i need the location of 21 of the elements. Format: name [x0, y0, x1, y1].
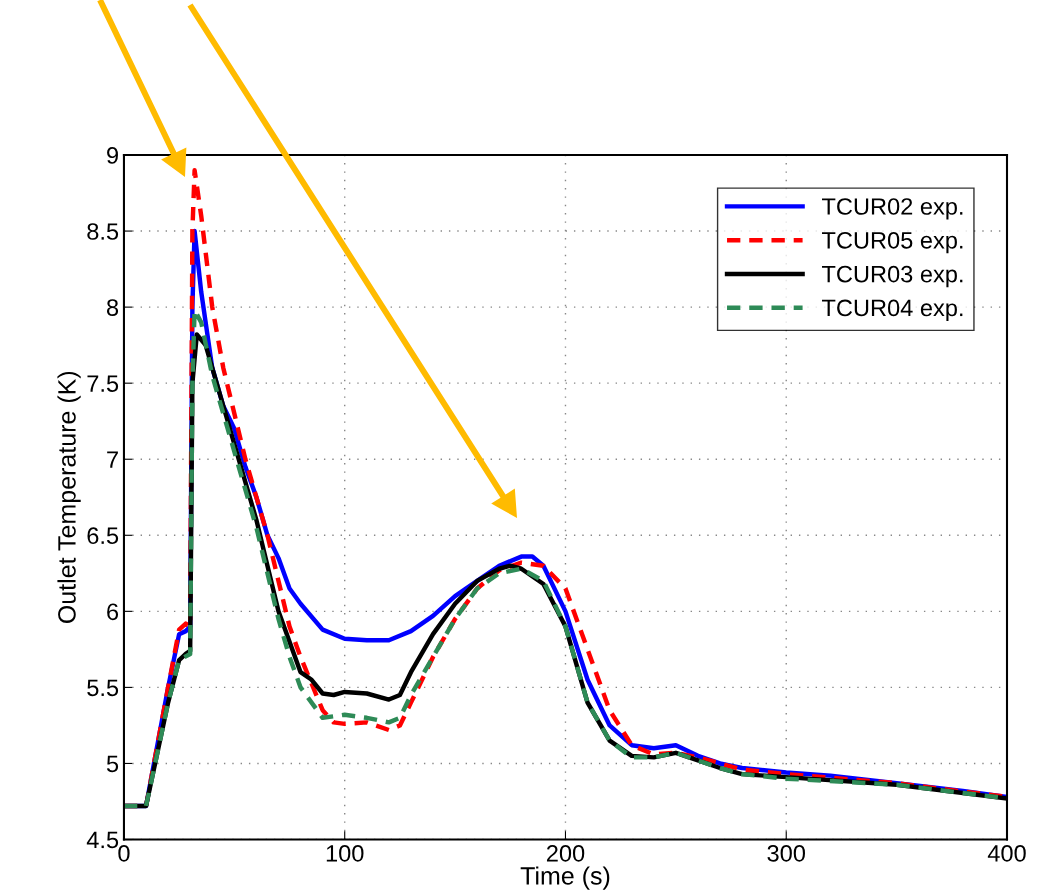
x-tick-label: 400 — [987, 844, 1026, 862]
legend-label: TCUR03 exp. — [822, 265, 963, 288]
y-tick-label: 8.5 — [87, 223, 119, 240]
x-axis-title: Time (s) — [520, 866, 610, 890]
y-axis-title: Outlet Temperature (K) — [57, 371, 81, 623]
legend-label: TCUR04 exp. — [822, 299, 963, 321]
y-tick-label: 5.5 — [87, 679, 119, 697]
x-tick-label: 0 — [118, 844, 130, 862]
x-tick-label: 100 — [326, 844, 364, 862]
y-tick-label: 8 — [106, 299, 119, 316]
y-tick-label: 7 — [107, 451, 118, 468]
y-tick-label: 5 — [106, 755, 119, 773]
y-tick-label: 6 — [107, 603, 119, 621]
y-tick-label: 9 — [107, 147, 118, 164]
legend-label: TCUR02 exp. — [822, 198, 963, 220]
x-tick-label: 300 — [767, 844, 806, 862]
x-tick-label: 200 — [546, 844, 585, 862]
legend-label: TCUR05 exp. — [822, 231, 963, 254]
y-tick-label: 4.5 — [86, 831, 119, 849]
y-tick-label: 6.5 — [87, 527, 119, 545]
y-tick-label: 7.5 — [87, 375, 119, 392]
